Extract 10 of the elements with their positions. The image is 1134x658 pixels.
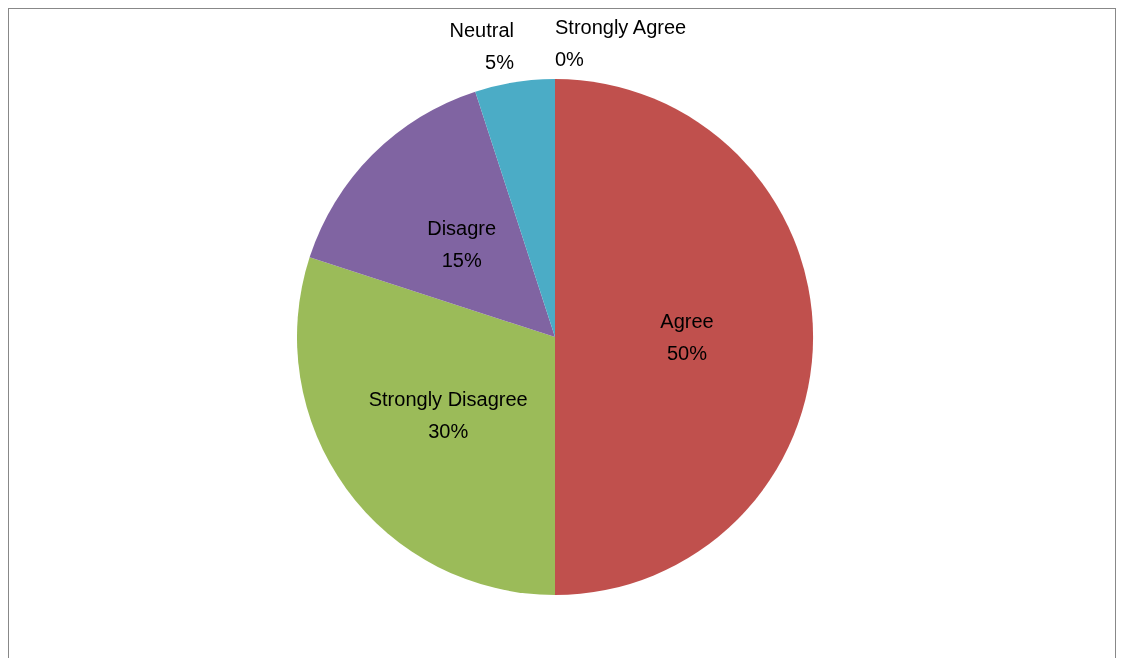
data-label: 50% [666,342,708,364]
data-label: 5% [485,51,515,74]
data-label: 30% [428,419,469,442]
slice-label: Agree [660,310,714,332]
text: 0% [555,48,584,70]
data-label: 15% [441,248,482,271]
slice-label: Disagre [427,216,497,239]
category-label: Strongly Agree [555,16,687,38]
slice-label: Strongly Disagree [368,387,528,410]
slice-label: Neutral [449,19,515,42]
